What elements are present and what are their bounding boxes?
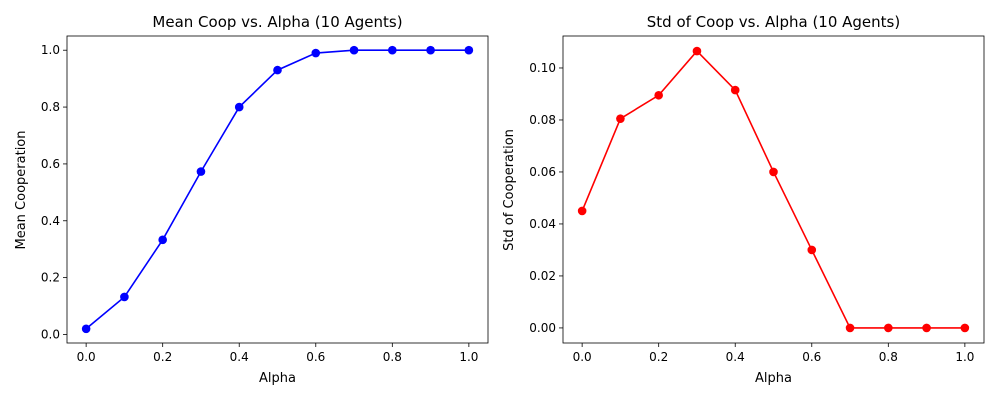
x-tick-label: 0.4: [230, 350, 249, 364]
x-tick-label: 0.6: [306, 350, 325, 364]
chart-title: Std of Coop vs. Alpha (10 Agents): [647, 13, 900, 31]
panel-std-coop: Std of Coop vs. Alpha (10 Agents) Alpha …: [502, 13, 985, 386]
x-tick-label: 0.0: [77, 350, 96, 364]
data-point: [769, 167, 778, 177]
y-ticks: 0.0 0.2 0.4 0.6 0.8 1.0: [41, 43, 67, 341]
data-point: [388, 45, 397, 55]
y-tick-label: 1.0: [41, 43, 60, 57]
panel-mean-coop: Mean Coop vs. Alpha (10 Agents) Alpha Me…: [14, 13, 489, 386]
axes-frame: [66, 35, 489, 344]
y-tick-label: 0.6: [41, 157, 60, 171]
data-point: [196, 167, 206, 176]
x-tick-label: 0.8: [383, 350, 402, 364]
data-point: [654, 90, 663, 100]
y-tick-label: 0.02: [529, 269, 556, 283]
x-tick-label: 1.0: [955, 350, 974, 364]
y-tick-label: 0.4: [41, 214, 60, 228]
y-axis-label: Std of Cooperation: [502, 129, 517, 251]
x-ticks: 0.0 0.2 0.4 0.6 0.8 1.0: [573, 343, 974, 364]
y-axis-label: Mean Cooperation: [14, 131, 29, 250]
data-point: [577, 206, 587, 216]
x-axis-label: Alpha: [259, 371, 296, 386]
x-tick-label: 0.2: [153, 350, 172, 364]
y-tick-label: 0.0: [41, 327, 60, 341]
data-point: [426, 45, 435, 55]
y-tick-label: 0.8: [41, 100, 60, 114]
y-tick-label: 0.08: [529, 113, 556, 127]
data-point: [807, 245, 817, 255]
data-point: [616, 114, 625, 123]
chart-title: Mean Coop vs. Alpha (10 Agents): [152, 13, 402, 31]
data-point: [234, 102, 244, 112]
data-point: [158, 235, 167, 245]
data-point: [730, 85, 740, 95]
axes-frame: [562, 35, 985, 344]
data-point: [960, 323, 970, 333]
y-tick-label: 0.06: [529, 165, 556, 179]
y-tick-label: 0.10: [529, 61, 556, 75]
data-point: [120, 292, 129, 302]
data-point: [81, 324, 91, 334]
x-tick-label: 0.2: [649, 350, 668, 364]
data-point: [311, 48, 321, 58]
x-axis-label: Alpha: [755, 371, 792, 386]
x-tick-label: 0.4: [726, 350, 745, 364]
x-ticks: 0.0 0.2 0.4 0.6 0.8 1.0: [77, 343, 478, 364]
data-point: [845, 323, 855, 333]
y-tick-label: 0.00: [529, 321, 556, 335]
y-tick-label: 0.2: [41, 271, 60, 285]
data-point: [692, 46, 702, 56]
data-point: [884, 323, 893, 333]
x-tick-label: 0.8: [879, 350, 898, 364]
y-ticks: 0.00 0.02 0.04 0.06 0.08 0.10: [529, 61, 563, 335]
data-point: [273, 65, 282, 75]
data-point: [464, 45, 474, 55]
data-point: [922, 323, 931, 333]
data-point: [349, 45, 359, 55]
x-tick-label: 0.6: [802, 350, 821, 364]
x-tick-label: 0.0: [573, 350, 592, 364]
y-tick-label: 0.04: [529, 217, 556, 231]
plot-area: [81, 45, 474, 334]
plot-area: [577, 46, 970, 333]
x-tick-label: 1.0: [459, 350, 478, 364]
